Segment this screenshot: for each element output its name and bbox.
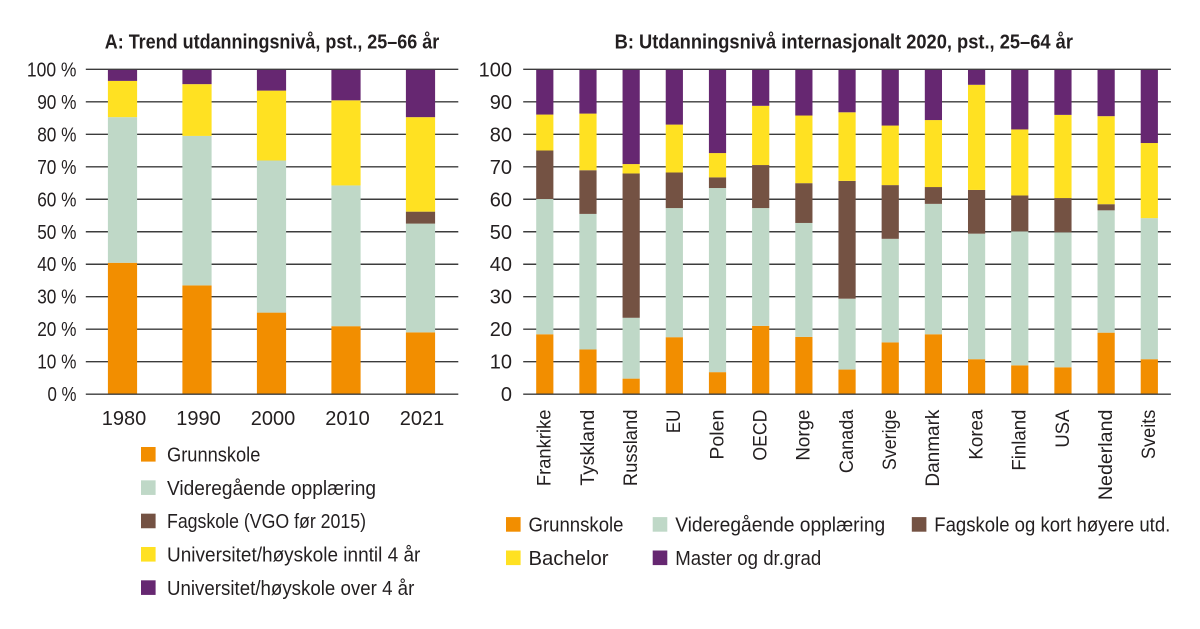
svg-text:Videregående opplæring: Videregående opplæring	[167, 478, 376, 500]
svg-text:2000: 2000	[251, 408, 296, 430]
svg-text:EU: EU	[663, 410, 685, 434]
svg-text:60 %: 60 %	[37, 189, 76, 211]
svg-text:50: 50	[490, 222, 512, 244]
svg-text:90: 90	[490, 92, 512, 114]
svg-text:Universitet/høyskole over 4 år: Universitet/høyskole over 4 år	[167, 578, 415, 600]
svg-text:Fagskole (VGO før 2015): Fagskole (VGO før 2015)	[167, 511, 366, 533]
svg-text:10: 10	[490, 352, 512, 374]
svg-text:90 %: 90 %	[37, 92, 76, 114]
svg-text:Bachelor: Bachelor	[529, 548, 609, 570]
svg-text:Sverige: Sverige	[879, 410, 901, 471]
svg-text:2021: 2021	[400, 408, 445, 430]
svg-text:60: 60	[490, 189, 512, 211]
svg-text:Russland: Russland	[620, 410, 642, 487]
svg-text:USA: USA	[1052, 410, 1074, 448]
svg-text:B: Utdanningsnivå internasjona: B: Utdanningsnivå internasjonalt 2020, p…	[615, 30, 1073, 53]
svg-text:1990: 1990	[176, 408, 221, 430]
svg-text:Grunnskole: Grunnskole	[529, 515, 624, 537]
svg-text:40: 40	[490, 254, 512, 276]
svg-text:Korea: Korea	[965, 409, 987, 459]
svg-text:40 %: 40 %	[37, 254, 76, 276]
svg-text:Canada: Canada	[836, 409, 858, 473]
svg-text:70 %: 70 %	[37, 157, 76, 179]
svg-text:1980: 1980	[102, 408, 147, 430]
svg-text:Fagskole og kort høyere utd.: Fagskole og kort høyere utd.	[934, 515, 1170, 537]
svg-text:50 %: 50 %	[37, 222, 76, 244]
svg-text:Grunnskole: Grunnskole	[167, 445, 260, 467]
svg-text:70: 70	[490, 157, 512, 179]
svg-text:0: 0	[501, 384, 512, 406]
svg-text:Tyskland: Tyskland	[577, 410, 599, 486]
svg-text:30 %: 30 %	[37, 287, 76, 309]
svg-text:Nederland: Nederland	[1095, 410, 1117, 501]
svg-text:100: 100	[479, 59, 512, 81]
svg-text:Universitet/høyskole inntil 4: Universitet/høyskole inntil 4 år	[167, 544, 421, 566]
svg-text:A: Trend utdanningsnivå, pst.,: A: Trend utdanningsnivå, pst., 25–66 år	[105, 30, 440, 53]
svg-text:Frankrike: Frankrike	[534, 410, 556, 487]
svg-text:20: 20	[490, 319, 512, 341]
svg-text:10 %: 10 %	[37, 352, 76, 374]
svg-text:Master og dr.grad: Master og dr.grad	[675, 548, 821, 570]
svg-text:Finland: Finland	[1009, 410, 1031, 471]
svg-text:100 %: 100 %	[27, 59, 77, 81]
svg-text:Polen: Polen	[706, 410, 728, 460]
svg-text:80 %: 80 %	[37, 124, 76, 146]
svg-text:Sveits: Sveits	[1138, 410, 1160, 460]
svg-text:0 %: 0 %	[48, 384, 77, 406]
svg-text:80: 80	[490, 124, 512, 146]
svg-text:Norge: Norge	[793, 410, 815, 461]
svg-text:2010: 2010	[325, 408, 370, 430]
svg-text:30: 30	[490, 287, 512, 309]
svg-text:20 %: 20 %	[37, 319, 76, 341]
svg-text:Danmark: Danmark	[922, 409, 944, 486]
svg-text:Videregående opplæring: Videregående opplæring	[675, 515, 885, 537]
svg-text:OECD: OECD	[749, 410, 771, 461]
